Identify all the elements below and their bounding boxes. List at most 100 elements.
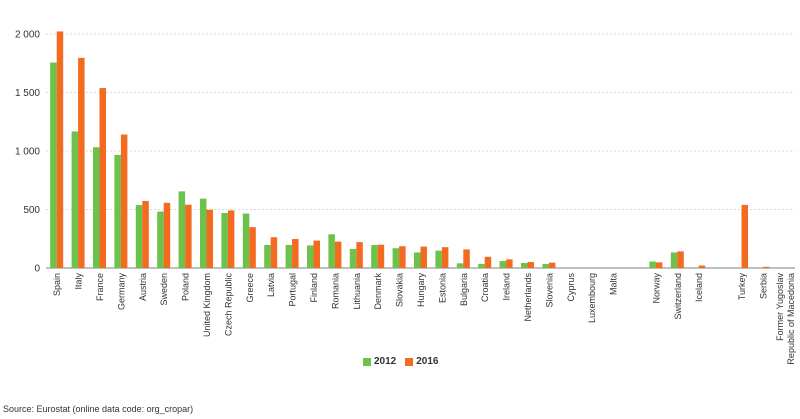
x-tick-label: Serbia (758, 273, 768, 299)
source-note: Source: Eurostat (online data code: org_… (3, 404, 194, 414)
x-tick-label: Greece (245, 273, 255, 303)
x-tick-label: Sweden (159, 273, 169, 306)
x-tick-label: Denmark (373, 273, 383, 310)
x-tick-label: Estonia (437, 273, 447, 303)
bar-2012 (542, 264, 549, 268)
bar-2016 (99, 88, 106, 268)
bar-2012 (649, 261, 656, 268)
bar-2012 (670, 252, 678, 268)
bar-2016 (677, 251, 684, 268)
x-tick-label: Poland (181, 273, 191, 301)
bar-2012 (435, 250, 442, 268)
x-tick-label: Slovakia (395, 273, 405, 307)
bar-2016 (292, 238, 299, 268)
x-tick-label: Latvia (266, 273, 276, 297)
bar-2016 (762, 266, 770, 268)
bar-2016 (227, 210, 235, 268)
bar-2016 (185, 204, 192, 268)
x-tick-label: Slovenia (544, 273, 554, 308)
bar-2012 (114, 154, 121, 268)
legend-item-2016: 2016 (405, 356, 439, 367)
bar-2016 (527, 262, 534, 268)
x-tick-label: Former Yugoslav (775, 273, 785, 341)
x-tick-label: Spain (52, 273, 62, 296)
bar-2016 (142, 200, 149, 268)
x-tick-label: Malta (609, 273, 619, 295)
x-tick-label: Iceland (694, 273, 704, 302)
bar-2016 (163, 202, 171, 268)
bar-2016 (463, 249, 470, 268)
x-tick-label: Luxembourg (587, 273, 597, 323)
bar-2016 (270, 237, 278, 268)
bar-2012 (307, 245, 314, 268)
legend-item-2012: 2012 (363, 356, 396, 367)
bar-2012 (371, 244, 378, 268)
x-tick-label: Czech Republic (223, 273, 233, 337)
x-tick-label: Croatia (480, 273, 490, 302)
legend-label-2016: 2016 (416, 356, 439, 367)
bar-2012 (200, 198, 207, 268)
x-tick-label: Republic of Macedonia (786, 273, 796, 365)
bar-2016 (655, 262, 663, 268)
bar-2012 (93, 147, 100, 268)
bar-2012 (349, 248, 357, 268)
y-tick-label: 0 (34, 264, 40, 275)
bar-2012 (178, 191, 186, 268)
bar-2012 (414, 252, 421, 268)
bar-2012 (478, 263, 485, 268)
bar-2016 (698, 265, 706, 268)
x-tick-label: Germany (116, 273, 126, 311)
legend-swatch-2012 (363, 357, 371, 366)
bar-2012 (392, 248, 400, 268)
bar-2016 (56, 31, 64, 269)
x-tick-label: Switzerland (673, 273, 683, 320)
legend-swatch-2016 (405, 357, 414, 366)
bar-2016 (206, 209, 213, 268)
bar-2016 (441, 247, 449, 268)
x-tick-label: Italy (74, 273, 84, 290)
x-tick-label: Ireland (502, 273, 512, 301)
bar-2012 (50, 62, 57, 268)
bar-2016 (420, 246, 427, 268)
x-tick-label: Portugal (288, 273, 298, 307)
bar-2016 (313, 240, 320, 268)
x-tick-label: France (95, 273, 105, 301)
bar-2012 (328, 234, 335, 268)
x-tick-label: United Kingdom (202, 273, 212, 337)
bar-2012 (499, 260, 507, 268)
x-tick-label: Lithuania (352, 273, 362, 310)
bar-2016 (78, 57, 85, 269)
bar-2016 (484, 256, 492, 268)
legend: 2012 2016 (363, 356, 448, 367)
x-tick-label: Hungary (416, 273, 426, 308)
y-tick-label: 1 000 (15, 147, 40, 158)
x-tick-label: Cyprus (566, 273, 576, 302)
bar-2012 (135, 205, 143, 268)
bar-2016 (399, 246, 406, 268)
bar-2012 (521, 262, 528, 268)
y-tick-label: 500 (23, 205, 40, 216)
x-tick-label: Finland (309, 273, 319, 303)
bar-2016 (120, 134, 128, 268)
bar-2016 (741, 204, 748, 268)
y-tick-label: 1 500 (15, 88, 40, 99)
bar-2012 (71, 131, 79, 268)
bar-2016 (506, 259, 513, 268)
bar-2012 (221, 213, 228, 268)
x-tick-label: Romania (330, 273, 340, 309)
bar-2012 (264, 244, 271, 268)
bar-2016 (249, 227, 256, 268)
x-tick-label: Netherlands (523, 273, 533, 322)
bar-2012 (242, 213, 250, 268)
bar-2012 (285, 244, 293, 268)
x-tick-label: Austria (138, 273, 148, 301)
bar-2016 (334, 241, 342, 268)
bar-2016 (356, 242, 363, 268)
bar-2012 (456, 263, 464, 268)
bar-2016 (548, 262, 556, 268)
bar-2012 (157, 211, 164, 268)
x-tick-label: Turkey (737, 273, 747, 301)
bar-2016 (377, 244, 385, 268)
y-tick-label: 2 000 (15, 30, 40, 41)
